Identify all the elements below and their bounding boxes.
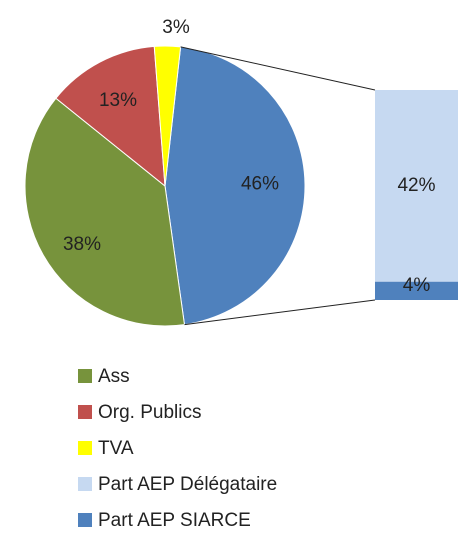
pie-slice — [153, 45, 182, 187]
pie-slice — [55, 45, 166, 188]
legend-swatch — [78, 441, 92, 455]
connector — [180, 46, 376, 91]
legend-swatch — [78, 369, 92, 383]
bar-segment — [375, 90, 458, 282]
legend-label: Org. Publics — [98, 402, 201, 423]
legend-label: Ass — [98, 366, 130, 387]
data-label: 3% — [162, 17, 190, 38]
legend-label: TVA — [98, 438, 134, 459]
legend-swatch — [78, 405, 92, 419]
legend-label: Part AEP Délégataire — [98, 474, 277, 495]
legend-swatch — [78, 477, 92, 491]
data-label: 46% — [241, 174, 279, 195]
pie-slice — [164, 46, 306, 326]
legend-label: Part AEP SIARCE — [98, 510, 251, 531]
pie-slice — [24, 97, 186, 327]
data-label: 42% — [397, 175, 435, 196]
data-label: 13% — [99, 90, 137, 111]
data-label: 38% — [63, 234, 101, 255]
legend-swatch — [78, 513, 92, 527]
bar-segment — [375, 281, 458, 300]
connector — [184, 299, 376, 326]
data-label: 4% — [403, 275, 431, 296]
